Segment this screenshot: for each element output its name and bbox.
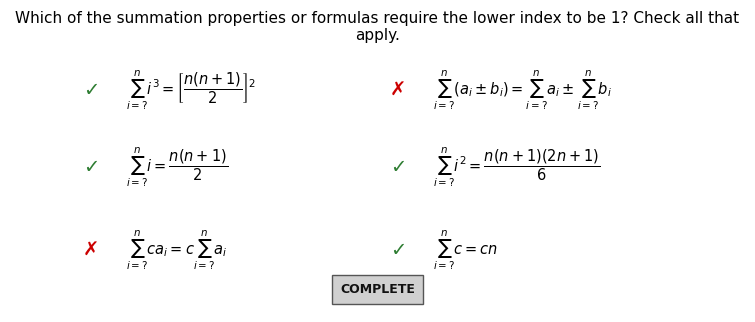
Text: $\sum_{i=?}^{n} i = \dfrac{n(n+1)}{2}$: $\sum_{i=?}^{n} i = \dfrac{n(n+1)}{2}$ bbox=[126, 146, 228, 189]
Text: ✓: ✓ bbox=[390, 158, 406, 177]
Text: $\sum_{i=?}^{n} i^2 = \dfrac{n(n+1)(2n+1)}{6}$: $\sum_{i=?}^{n} i^2 = \dfrac{n(n+1)(2n+1… bbox=[433, 146, 600, 189]
Text: ✓: ✓ bbox=[390, 241, 406, 260]
Text: ✗: ✗ bbox=[390, 81, 406, 100]
Text: ✗: ✗ bbox=[83, 241, 100, 260]
Text: $\sum_{i=?}^{n}(a_i \pm b_i) = \sum_{i=?}^{n} a_i \pm \sum_{i=?}^{n} b_i$: $\sum_{i=?}^{n}(a_i \pm b_i) = \sum_{i=?… bbox=[433, 69, 612, 112]
Text: ✓: ✓ bbox=[83, 158, 100, 177]
Text: ✓: ✓ bbox=[83, 81, 100, 100]
Text: $\sum_{i=?}^{n} ca_i = c\sum_{i=?}^{n} a_i$: $\sum_{i=?}^{n} ca_i = c\sum_{i=?}^{n} a… bbox=[126, 229, 228, 272]
Text: $\sum_{i=?}^{n} i^3 = \left[\dfrac{n(n+1)}{2}\right]^2$: $\sum_{i=?}^{n} i^3 = \left[\dfrac{n(n+1… bbox=[126, 69, 256, 112]
Text: Which of the summation properties or formulas require the lower index to be 1? C: Which of the summation properties or for… bbox=[15, 11, 740, 43]
Text: $\sum_{i=?}^{n} c = cn$: $\sum_{i=?}^{n} c = cn$ bbox=[433, 229, 498, 272]
FancyBboxPatch shape bbox=[331, 275, 424, 304]
Text: COMPLETE: COMPLETE bbox=[340, 283, 415, 296]
